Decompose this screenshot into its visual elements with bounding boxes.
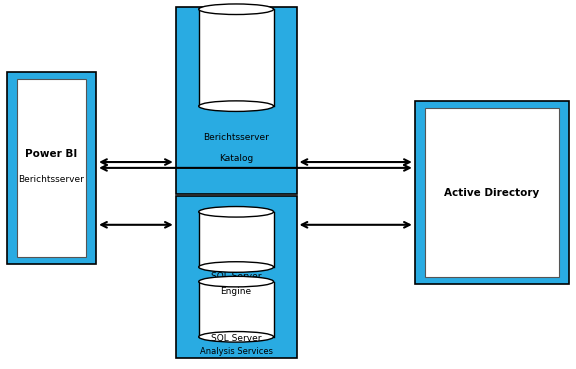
Text: Power BI: Power BI	[25, 149, 78, 159]
Bar	[7, 72, 96, 264]
Ellipse shape	[199, 276, 274, 287]
Bar	[17, 79, 86, 257]
Text: Analysis Services: Analysis Services	[200, 347, 272, 356]
Ellipse shape	[199, 262, 274, 272]
Text: Berichtsserver: Berichtsserver	[203, 133, 269, 142]
Text: Berichtsserver: Berichtsserver	[18, 175, 85, 184]
Text: Katalog: Katalog	[219, 154, 253, 163]
Bar	[199, 212, 274, 267]
Ellipse shape	[199, 331, 274, 342]
Bar	[199, 282, 274, 337]
Text: SQL Server: SQL Server	[211, 334, 262, 343]
Ellipse shape	[199, 207, 274, 217]
Bar	[176, 7, 297, 194]
Ellipse shape	[199, 101, 274, 111]
Bar	[199, 9, 274, 106]
Bar	[415, 101, 569, 284]
Text: SQL Server: SQL Server	[211, 272, 262, 281]
Ellipse shape	[199, 4, 274, 14]
Bar	[176, 196, 297, 358]
Text: Engine: Engine	[221, 287, 252, 296]
Bar	[425, 108, 559, 277]
Text: Active Directory: Active Directory	[444, 188, 540, 198]
